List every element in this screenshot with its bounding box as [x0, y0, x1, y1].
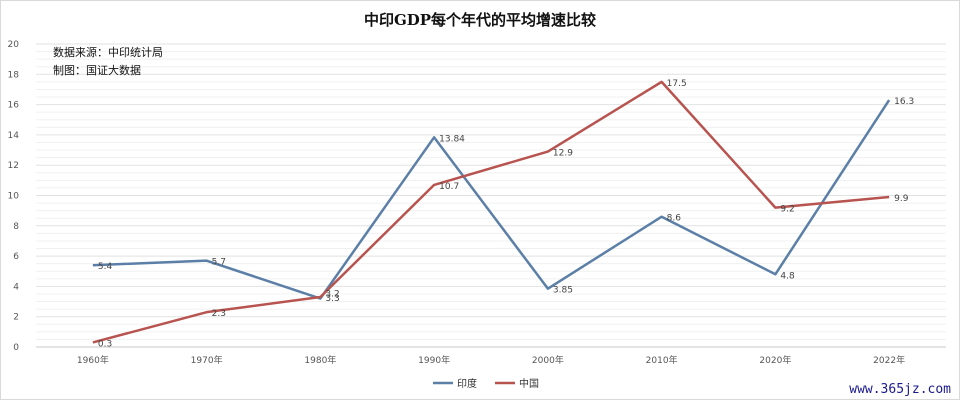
y-tick-label: 6 [13, 252, 19, 262]
y-tick-label: 4 [13, 282, 19, 292]
data-label-china: 2.3 [212, 309, 226, 319]
data-label-india: 16.3 [894, 97, 914, 107]
x-tick-label: 1990年 [418, 354, 450, 366]
data-label-china: 17.5 [667, 79, 687, 89]
data-label-china: 10.7 [439, 182, 459, 192]
y-tick-label: 14 [8, 131, 20, 141]
legend-label-india: 印度 [457, 377, 477, 390]
y-tick-label: 20 [8, 40, 20, 50]
y-tick-label: 0 [13, 343, 19, 353]
y-tick-label: 16 [8, 101, 20, 111]
maker-note: 制图：国证大数据 [53, 63, 141, 77]
x-tick-label: 2000年 [532, 354, 564, 366]
y-tick-label: 12 [8, 161, 19, 171]
data-label-china: 3.3 [325, 294, 339, 304]
data-label-india: 3.2 [325, 290, 339, 300]
data-label-china: 12.9 [553, 149, 573, 159]
x-tick-label: 1960年 [77, 354, 109, 366]
data-label-china: 9.9 [894, 194, 909, 204]
data-label-china: 9.2 [780, 205, 794, 215]
data-label-india: 8.6 [667, 214, 682, 224]
x-tick-label: 2010年 [646, 354, 678, 366]
y-tick-label: 8 [13, 222, 19, 232]
legend-label-china: 中国 [519, 377, 539, 390]
chart-title: 中印GDP每个年代的平均增速比较 [364, 11, 596, 29]
x-tick-label: 1980年 [304, 354, 336, 366]
series-line-india [92, 99, 891, 300]
data-label-china: 0.3 [98, 339, 112, 349]
y-tick-label: 10 [8, 192, 20, 202]
x-tick-label: 1970年 [191, 354, 223, 366]
data-label-india: 5.7 [212, 258, 226, 268]
x-tick-label: 2022年 [873, 354, 905, 366]
source-note: 数据来源：中印统计局 [53, 45, 163, 59]
data-label-india: 5.4 [98, 262, 113, 272]
x-tick-label: 2020年 [759, 354, 791, 366]
data-label-india: 4.8 [780, 271, 795, 281]
y-tick-label: 18 [8, 70, 20, 80]
series-line-china [92, 80, 890, 344]
data-label-india: 13.84 [439, 134, 465, 144]
data-label-india: 3.85 [553, 286, 573, 296]
watermark-text: www.365jz.com [849, 382, 951, 397]
y-tick-label: 2 [13, 313, 19, 323]
